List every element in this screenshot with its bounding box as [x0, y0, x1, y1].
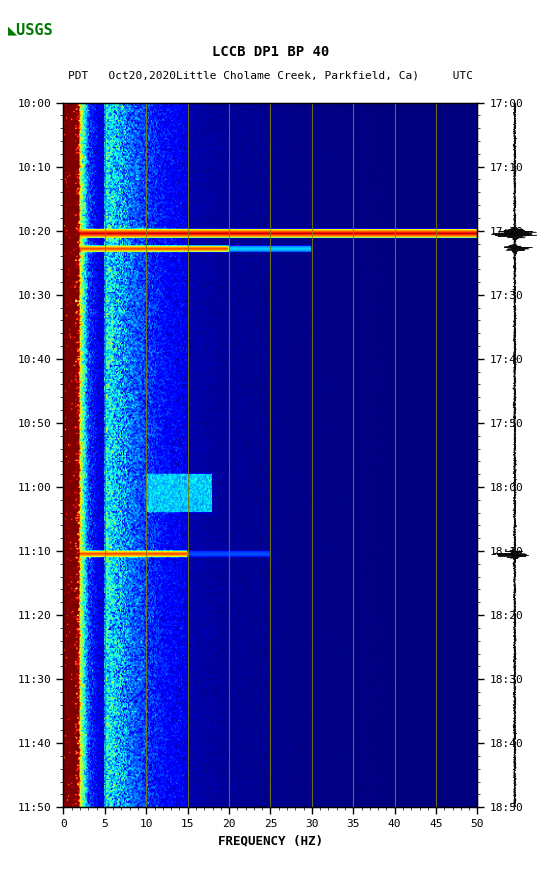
Text: PDT   Oct20,2020Little Cholame Creek, Parkfield, Ca)     UTC: PDT Oct20,2020Little Cholame Creek, Park… [68, 70, 473, 80]
Text: LCCB DP1 BP 40: LCCB DP1 BP 40 [212, 45, 329, 59]
X-axis label: FREQUENCY (HZ): FREQUENCY (HZ) [218, 835, 323, 847]
Text: ◣USGS: ◣USGS [8, 22, 54, 37]
